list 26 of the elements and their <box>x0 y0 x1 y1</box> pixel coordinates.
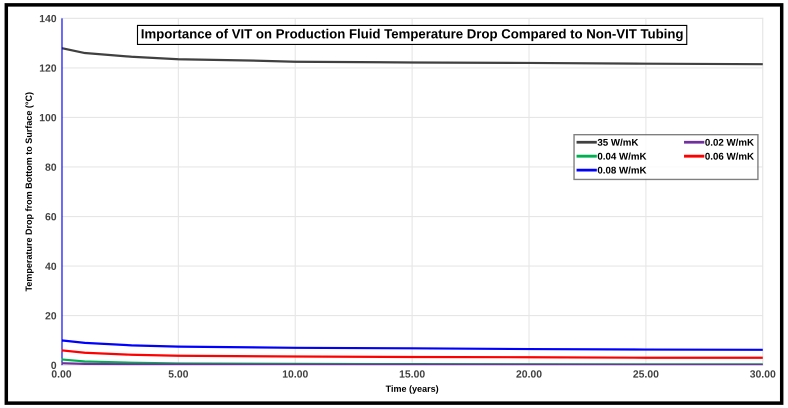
y-tick-label: 60 <box>45 213 56 220</box>
y-tick-label: 40 <box>45 262 56 270</box>
y-tick-label: 120 <box>40 64 56 72</box>
legend-label: 35 W/mK <box>598 138 638 146</box>
line-series <box>61 46 763 66</box>
x-tick-label: 30.00 <box>750 370 776 378</box>
y-axis-title: Temperature Drop from Bottom to Surface (°C) <box>25 92 34 292</box>
legend-label: 0.06 W/mK <box>705 152 754 160</box>
legend-label: 0.02 W/mK <box>705 138 754 146</box>
y-tick-label: 100 <box>40 114 56 122</box>
legend-label: 0.08 W/mK <box>598 166 646 174</box>
legend-label: 0.04 W/mK <box>598 152 646 160</box>
x-axis-title: Time (years) <box>386 385 438 394</box>
line-series <box>61 18 763 366</box>
x-tick-label: 10.00 <box>282 370 308 378</box>
y-tick-label: 80 <box>45 163 56 171</box>
x-tick-label: 20.00 <box>516 370 542 378</box>
x-tick-label: 25.00 <box>633 370 659 378</box>
line-series <box>61 349 763 359</box>
y-tick-label: 0 <box>51 362 56 370</box>
x-tick-label: 15.00 <box>400 370 425 378</box>
text: Importance of VIT on Production Fluid Temperature Drop Compared to Non-VIT Tubing <box>142 28 683 42</box>
x-tick-label: 0.00 <box>52 370 72 378</box>
y-tick-label: 140 <box>40 14 56 22</box>
y-tick-label: 20 <box>45 312 56 320</box>
x-tick-label: 5.00 <box>168 370 188 378</box>
